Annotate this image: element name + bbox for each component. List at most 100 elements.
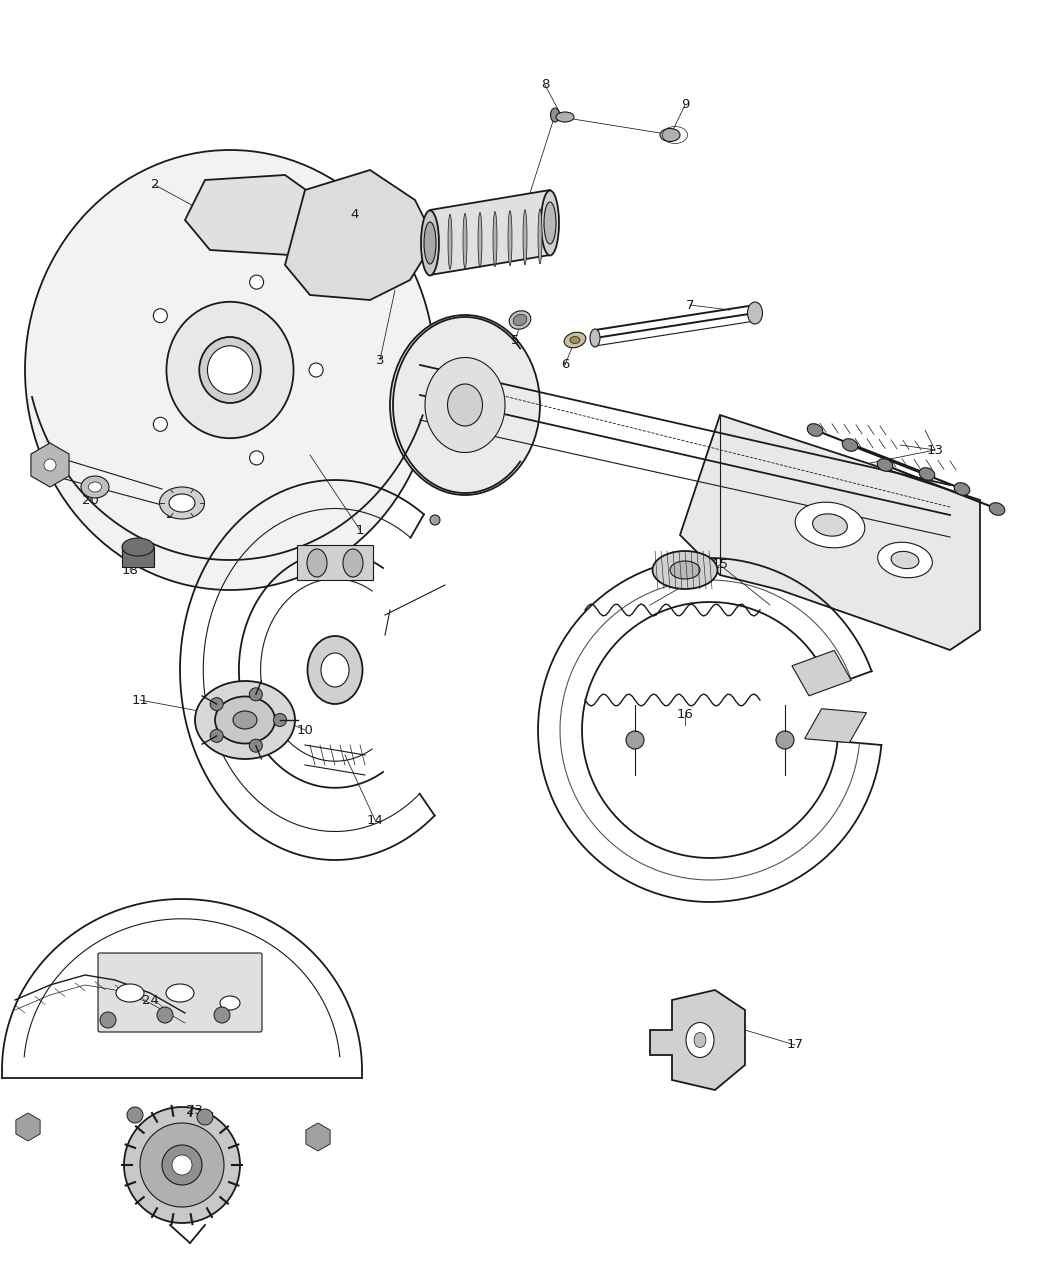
Ellipse shape bbox=[249, 275, 264, 289]
Ellipse shape bbox=[421, 210, 439, 275]
Text: 17: 17 bbox=[786, 1039, 804, 1052]
Text: 10: 10 bbox=[297, 723, 313, 737]
Text: 19: 19 bbox=[661, 553, 678, 566]
Ellipse shape bbox=[570, 337, 580, 343]
Circle shape bbox=[140, 1123, 224, 1207]
Ellipse shape bbox=[955, 483, 969, 495]
Circle shape bbox=[197, 1109, 213, 1125]
Ellipse shape bbox=[195, 681, 294, 759]
Ellipse shape bbox=[686, 1023, 714, 1057]
Polygon shape bbox=[130, 1125, 235, 1184]
Text: 9: 9 bbox=[681, 98, 690, 111]
Polygon shape bbox=[650, 989, 745, 1090]
Polygon shape bbox=[805, 709, 867, 742]
Polygon shape bbox=[297, 544, 373, 580]
Text: 20: 20 bbox=[82, 493, 99, 506]
Circle shape bbox=[162, 1145, 202, 1184]
Ellipse shape bbox=[523, 210, 527, 265]
Ellipse shape bbox=[321, 653, 349, 687]
Polygon shape bbox=[185, 175, 320, 255]
Circle shape bbox=[626, 731, 645, 748]
Ellipse shape bbox=[541, 190, 559, 255]
Text: 4: 4 bbox=[351, 209, 359, 222]
Circle shape bbox=[274, 714, 286, 727]
Ellipse shape bbox=[795, 502, 865, 548]
Ellipse shape bbox=[390, 315, 540, 495]
Ellipse shape bbox=[153, 417, 168, 431]
Text: 14: 14 bbox=[367, 813, 384, 826]
Text: 2: 2 bbox=[151, 179, 159, 191]
Ellipse shape bbox=[307, 636, 363, 704]
Circle shape bbox=[211, 697, 223, 710]
Text: 7: 7 bbox=[685, 298, 694, 311]
Ellipse shape bbox=[430, 515, 440, 525]
Circle shape bbox=[157, 1007, 173, 1023]
Text: 18: 18 bbox=[122, 564, 138, 576]
FancyBboxPatch shape bbox=[99, 952, 262, 1031]
Ellipse shape bbox=[343, 550, 363, 578]
Text: 6: 6 bbox=[561, 358, 569, 371]
Ellipse shape bbox=[478, 213, 482, 268]
Ellipse shape bbox=[514, 315, 527, 325]
Ellipse shape bbox=[550, 108, 560, 122]
Ellipse shape bbox=[166, 984, 194, 1002]
Ellipse shape bbox=[199, 337, 261, 403]
Ellipse shape bbox=[233, 711, 257, 729]
Ellipse shape bbox=[215, 696, 275, 743]
Circle shape bbox=[249, 687, 262, 701]
Polygon shape bbox=[285, 170, 435, 300]
Ellipse shape bbox=[169, 493, 195, 513]
Ellipse shape bbox=[447, 384, 482, 426]
Text: 13: 13 bbox=[926, 444, 943, 456]
Ellipse shape bbox=[153, 309, 168, 323]
Ellipse shape bbox=[249, 451, 264, 465]
Ellipse shape bbox=[220, 996, 240, 1010]
Ellipse shape bbox=[25, 150, 435, 590]
Ellipse shape bbox=[556, 112, 574, 122]
Ellipse shape bbox=[843, 439, 857, 451]
Circle shape bbox=[211, 729, 223, 742]
Ellipse shape bbox=[307, 550, 327, 578]
Ellipse shape bbox=[544, 201, 556, 244]
Text: 22: 22 bbox=[167, 509, 183, 521]
Ellipse shape bbox=[812, 514, 848, 537]
Ellipse shape bbox=[122, 538, 154, 556]
Polygon shape bbox=[680, 414, 980, 650]
Ellipse shape bbox=[44, 459, 56, 470]
Ellipse shape bbox=[493, 212, 497, 266]
Ellipse shape bbox=[159, 487, 204, 519]
Ellipse shape bbox=[919, 468, 935, 481]
Polygon shape bbox=[16, 1113, 40, 1141]
Ellipse shape bbox=[877, 542, 933, 578]
Ellipse shape bbox=[538, 209, 542, 264]
Ellipse shape bbox=[989, 502, 1005, 515]
Ellipse shape bbox=[694, 1033, 706, 1048]
Text: 1: 1 bbox=[355, 524, 365, 537]
Ellipse shape bbox=[670, 561, 700, 579]
Circle shape bbox=[249, 740, 262, 752]
Polygon shape bbox=[306, 1123, 330, 1151]
Circle shape bbox=[172, 1155, 192, 1176]
Ellipse shape bbox=[309, 363, 323, 377]
Text: 3: 3 bbox=[376, 353, 385, 366]
Ellipse shape bbox=[425, 357, 505, 453]
Circle shape bbox=[776, 731, 794, 748]
Ellipse shape bbox=[447, 214, 452, 269]
Polygon shape bbox=[792, 650, 851, 696]
Text: 11: 11 bbox=[131, 694, 149, 706]
Text: 24: 24 bbox=[141, 993, 158, 1006]
Ellipse shape bbox=[877, 459, 893, 472]
Ellipse shape bbox=[660, 129, 680, 142]
Ellipse shape bbox=[590, 329, 601, 347]
Ellipse shape bbox=[167, 302, 293, 439]
Polygon shape bbox=[430, 190, 550, 275]
Ellipse shape bbox=[208, 346, 253, 394]
Ellipse shape bbox=[891, 551, 919, 569]
Ellipse shape bbox=[116, 984, 144, 1002]
Ellipse shape bbox=[508, 210, 512, 265]
Ellipse shape bbox=[653, 551, 718, 589]
Ellipse shape bbox=[509, 311, 530, 329]
Ellipse shape bbox=[747, 302, 763, 324]
Circle shape bbox=[100, 1012, 116, 1028]
Polygon shape bbox=[31, 442, 69, 487]
